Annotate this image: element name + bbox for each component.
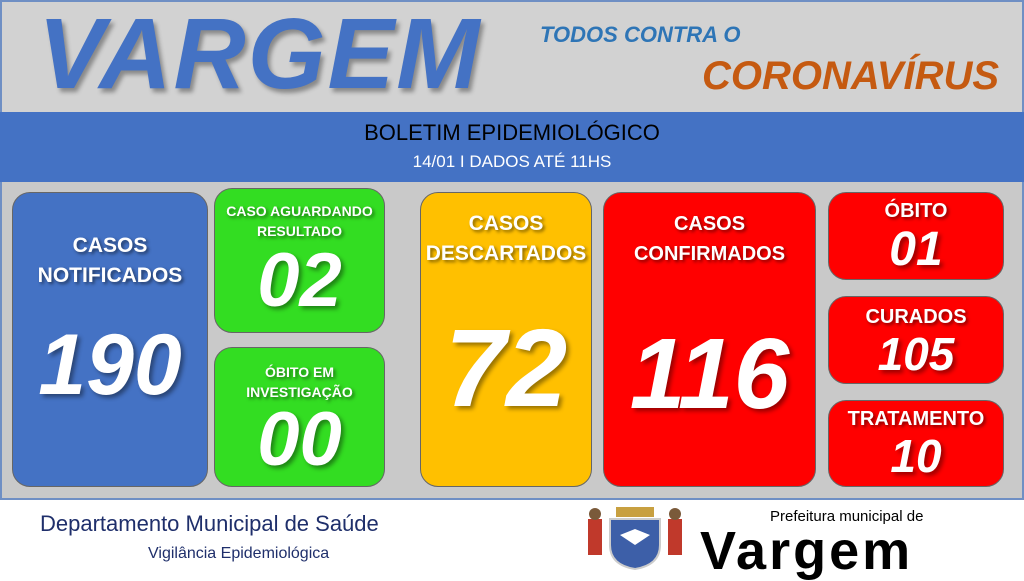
card-obito-investigacao: ÓBITO EM INVESTIGAÇÃO 00: [214, 347, 385, 487]
card-notificados: CASOS NOTIFICADOS 190: [12, 192, 208, 487]
card-value: 10: [890, 430, 942, 482]
department-name: Departamento Municipal de Saúde: [40, 511, 379, 536]
card-label: CURADOS: [865, 306, 967, 328]
card-confirmados: CASOS CONFIRMADOS 116: [603, 192, 816, 487]
coat-of-arms-icon: [588, 507, 682, 571]
bulletin-subtitle: 14/01 I DADOS ATÉ 11HS: [412, 152, 612, 171]
prefeitura-logo-text: Vargem: [700, 521, 914, 581]
header: [0, 0, 1024, 112]
card-value: 02: [257, 238, 342, 323]
card-label: CASOS DESCARTADOS: [425, 212, 587, 265]
card-label: TRATAMENTO: [847, 408, 985, 430]
card-descartados: CASOS DESCARTADOS 72: [420, 192, 592, 487]
card-value: 190: [38, 317, 182, 413]
card-aguardando: CASO AGUARDANDO RESULTADO 02: [214, 188, 385, 333]
tagline-top: TODOS CONTRA O: [540, 22, 741, 47]
card-value: 72: [444, 307, 568, 430]
bulletin-band: BOLETIM EPIDEMIOLÓGICO 14/01 I DADOS ATÉ…: [0, 112, 1024, 182]
tagline-bottom: CORONAVÍRUS: [702, 54, 1000, 98]
card-tratamento: TRATAMENTO 10: [828, 400, 1004, 487]
card-label: CASO AGUARDANDO RESULTADO: [226, 203, 373, 239]
bulletin-title: BOLETIM EPIDEMIOLÓGICO: [364, 120, 660, 145]
division-name: Vigilância Epidemiológica: [148, 545, 330, 562]
card-label: ÓBITO EM INVESTIGAÇÃO: [246, 364, 353, 400]
card-obito: ÓBITO 01: [828, 192, 1004, 280]
card-value: 01: [889, 223, 943, 276]
card-label: ÓBITO: [884, 200, 948, 222]
card-label: CASOS CONFIRMADOS: [633, 213, 786, 265]
prefeitura-logo-subtext: Prefeitura municipal de: [770, 508, 924, 525]
card-value: 116: [629, 318, 790, 430]
card-value: 00: [257, 397, 342, 482]
card-label: CASOS NOTIFICADOS: [37, 234, 183, 287]
card-value: 105: [877, 328, 955, 380]
card-curados: CURADOS 105: [828, 296, 1004, 384]
city-title: VARGEM: [38, 0, 482, 110]
